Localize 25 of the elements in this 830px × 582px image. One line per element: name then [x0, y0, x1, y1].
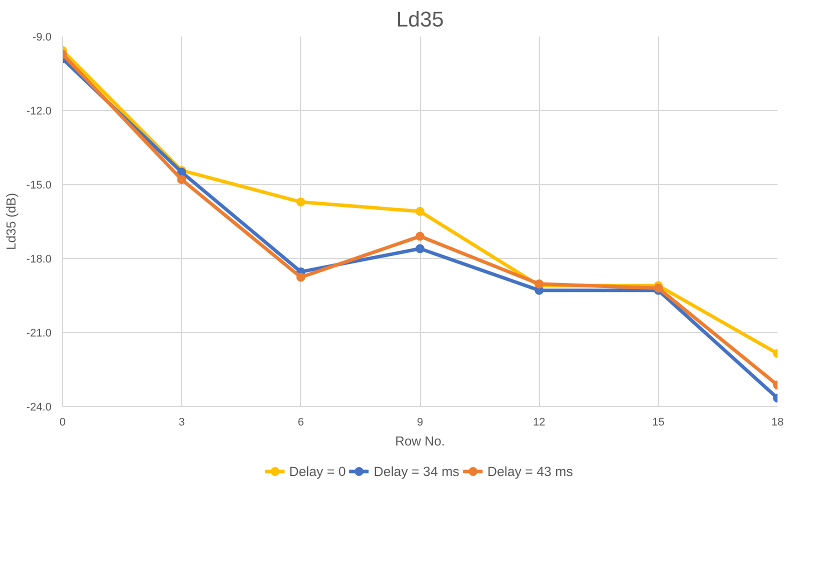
x-tick-label: 9 [416, 416, 424, 428]
y-tick-label: -15.0 [26, 180, 52, 192]
y-tick-label: -18.0 [26, 254, 52, 266]
legend-label: Delay = 34 ms [374, 464, 460, 478]
x-tick-label: 15 [652, 416, 664, 428]
x-tick-label: 6 [298, 416, 304, 428]
y-tick-label: -24.0 [26, 402, 52, 414]
point [177, 175, 186, 184]
x-axis-title: Row No. [395, 434, 445, 448]
y-tick-label: -9.0 [32, 32, 52, 44]
point [296, 272, 306, 282]
x-tick-label: 18 [771, 416, 784, 428]
point [416, 206, 424, 216]
y-tick-label: -21.0 [26, 328, 52, 340]
point [416, 244, 424, 254]
legend-label: Delay = 43 ms [487, 464, 573, 478]
point [416, 232, 424, 241]
x-tick-label: 3 [178, 416, 185, 428]
point [296, 198, 306, 207]
chart-title: Ld35 [396, 8, 444, 32]
legend-label: Delay = 0 [289, 464, 346, 478]
y-axis-title: Ld35 (dB) [3, 192, 18, 250]
x-tick-label: 12 [533, 416, 546, 428]
y-tick-label: -12.0 [26, 106, 52, 118]
x-tick-label: 0 [59, 416, 66, 428]
